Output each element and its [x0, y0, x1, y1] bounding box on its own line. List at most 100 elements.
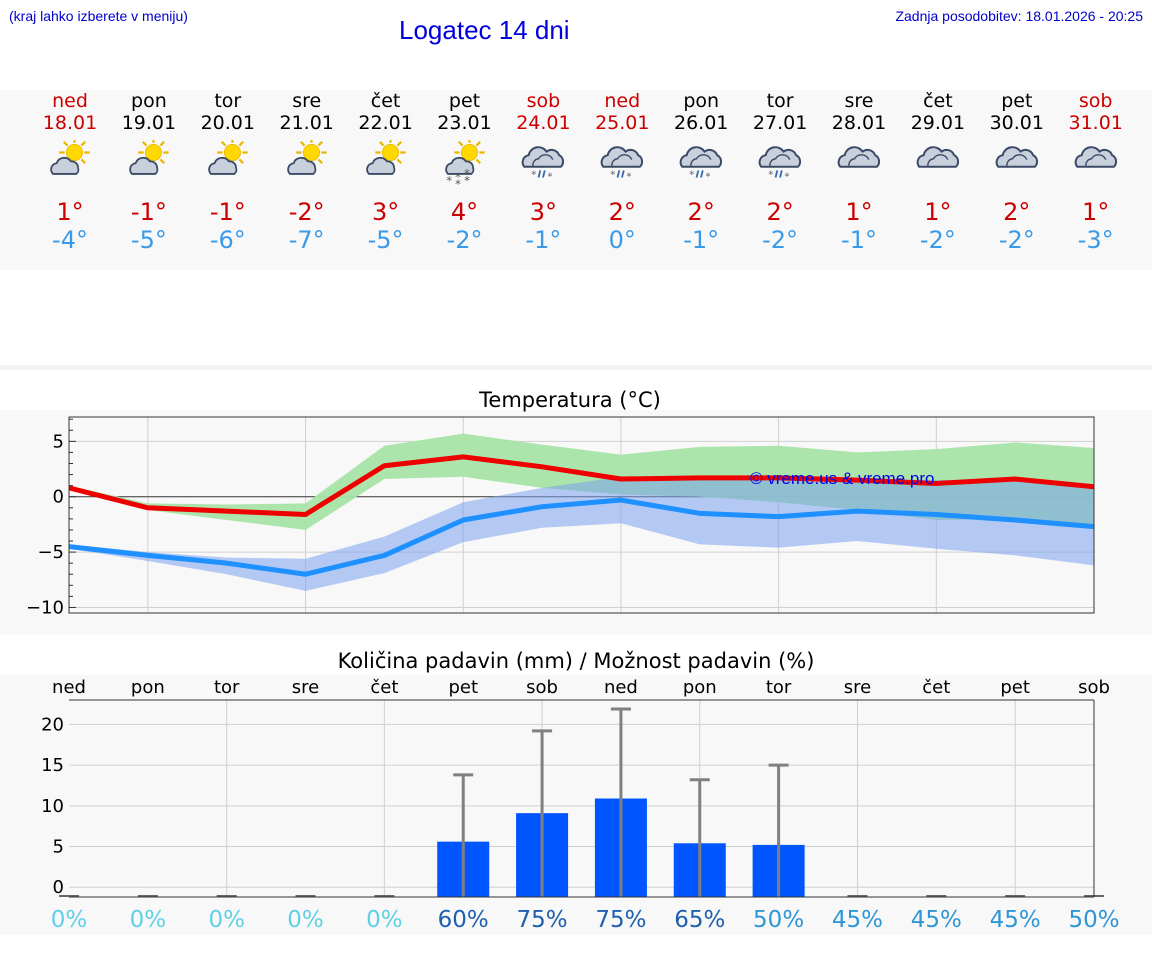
precipitation-day-label: pon [683, 677, 717, 698]
precipitation-probability-label: 0% [208, 907, 245, 933]
temperature-plot-frame [68, 416, 1095, 614]
cloud-sleet-icon: * * [600, 146, 644, 182]
min-temp: -3° [1077, 226, 1114, 254]
min-temp: -2° [998, 226, 1035, 254]
svg-text:*: * [706, 171, 711, 182]
precipitation-probability-label: 50% [1068, 907, 1119, 933]
svg-text:*: * [532, 170, 537, 181]
svg-text:*: * [690, 170, 695, 181]
precipitation-probability-label: 0% [51, 907, 88, 933]
precipitation-day-label: sob [1078, 677, 1110, 698]
temperature-chart-title: Temperatura (°C) [479, 388, 661, 412]
precipitation-probability-label: 0% [130, 907, 167, 933]
precipitation-probability-label: 0% [287, 907, 324, 933]
min-temp: -6° [209, 226, 246, 254]
day-date: 20.01 [200, 112, 255, 134]
temperature-y-tick-label: −10 [26, 597, 64, 618]
min-temp: -4° [52, 226, 88, 254]
precipitation-y-tick-label: 15 [41, 755, 64, 776]
cloud-icon [995, 146, 1038, 168]
svg-text:*: * [548, 171, 553, 182]
min-temp: -1° [841, 226, 877, 254]
min-temp: -2° [762, 226, 799, 254]
precipitation-y-tick-label: 20 [41, 714, 64, 735]
svg-text:*: * [446, 174, 452, 188]
precipitation-probability-label: 45% [832, 907, 883, 933]
max-temp: 1° [924, 198, 952, 226]
cloud-sleet-icon: * * [522, 146, 565, 182]
max-temp: 2° [766, 198, 794, 226]
svg-text:*: * [611, 170, 616, 181]
max-temp: 2° [687, 198, 715, 226]
sun-cloud-snow-icon: * ** ** [444, 140, 485, 190]
precipitation-probability-label: 45% [911, 907, 962, 933]
svg-text:*: * [768, 170, 773, 181]
max-temp: 1° [845, 198, 873, 226]
max-temp: 3° [529, 198, 558, 226]
day-date: 28.01 [831, 112, 887, 134]
svg-text:*: * [785, 171, 790, 182]
sun-cloud-icon [50, 140, 90, 175]
cloud-sleet-icon: * * [679, 146, 723, 182]
precipitation-probability-label: 65% [674, 907, 725, 933]
max-temp: 4° [450, 198, 479, 226]
max-temp: 1° [1082, 198, 1110, 226]
min-temp: -5° [367, 226, 404, 254]
day-name: pon [131, 90, 167, 112]
svg-text:*: * [464, 167, 470, 181]
precipitation-day-label: sre [292, 677, 319, 698]
min-temp-range-band [69, 476, 1094, 591]
day-date: 23.01 [437, 112, 492, 134]
day-date: 25.01 [595, 112, 650, 134]
svg-text:*: * [455, 170, 461, 184]
svg-text:*: * [464, 174, 470, 188]
sun-cloud-icon [286, 140, 327, 175]
min-temp: -5° [130, 226, 167, 254]
precipitation-day-label: sob [526, 677, 558, 698]
day-name: tor [214, 90, 242, 112]
min-temp: -2° [919, 226, 956, 254]
precipitation-plot-area [69, 700, 1094, 897]
svg-text:*: * [455, 177, 461, 190]
last-update-text: Zadnja posodobitev: 18.01.2026 - 20:25 [895, 8, 1143, 24]
temperature-y-tick-label: 5 [53, 431, 64, 452]
precipitation-y-tick-label: 10 [41, 796, 64, 817]
day-name: sre [292, 90, 322, 112]
day-name: pet [1001, 90, 1033, 112]
day-name: sob [1078, 90, 1113, 112]
precipitation-probability-label: 75% [517, 907, 568, 933]
max-temp: -1° [130, 198, 167, 226]
precipitation-probability-label: 75% [595, 907, 646, 933]
day-name: pet [448, 90, 481, 112]
cloud-sleet-icon: * * [758, 146, 802, 182]
cloud-icon [837, 146, 881, 168]
day-date: 21.01 [279, 112, 334, 134]
day-name: sob [526, 90, 561, 112]
day-date: 18.01 [42, 112, 98, 134]
page-title: Logatec 14 dni [399, 15, 570, 45]
precipitation-day-label: pet [448, 677, 478, 698]
min-temp: 0° [608, 226, 636, 254]
min-temp: -7° [288, 226, 325, 254]
precipitation-day-label: pon [131, 677, 165, 698]
precipitation-probability-label: 50% [753, 907, 804, 933]
max-temp: 2° [1003, 198, 1031, 226]
min-temp: -1° [525, 226, 562, 254]
day-date: 31.01 [1068, 112, 1123, 134]
precipitation-chart-title: Količina padavin (mm) / Možnost padavin … [337, 649, 815, 673]
precipitation-probability-label: 60% [438, 907, 489, 933]
precipitation-day-label: čet [922, 677, 950, 698]
max-temp: 3° [371, 198, 400, 226]
precipitation-day-label: pet [1000, 677, 1030, 698]
cloud-icon [916, 146, 959, 168]
precipitation-day-label: tor [766, 677, 792, 698]
max-temp: -1° [209, 198, 246, 226]
temperature-y-tick-label: −5 [37, 542, 64, 563]
precipitation-y-tick-label: 5 [53, 837, 64, 858]
min-temp: -1° [683, 226, 720, 254]
precipitation-day-label: sre [844, 677, 871, 698]
day-name: sre [844, 90, 874, 112]
max-temp: 1° [56, 198, 84, 226]
day-date: 26.01 [673, 112, 729, 134]
